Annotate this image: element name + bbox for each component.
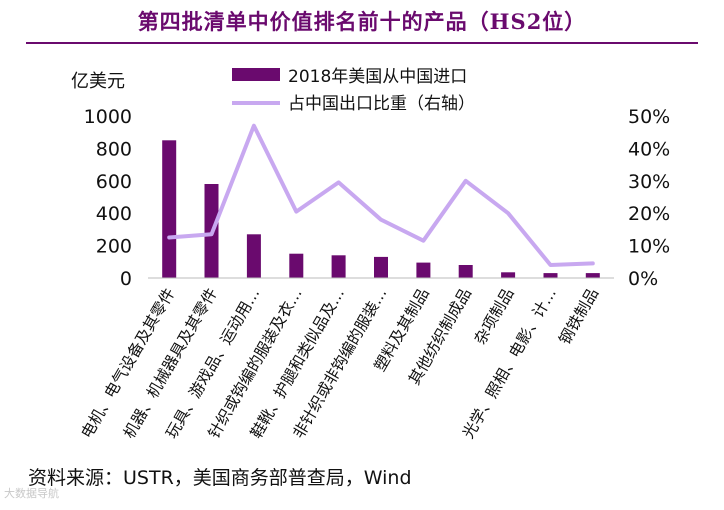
right-tick-label-5: 50% (628, 106, 670, 128)
left-tick-label-1: 200 (96, 236, 132, 258)
right-tick-label-4: 40% (628, 138, 670, 160)
right-tick-label-1: 10% (628, 236, 670, 258)
left-tick-label-0: 0 (120, 268, 132, 290)
legend-bar-label: 2018年美国从中国进口 (288, 67, 467, 87)
source-note: 资料来源：USTR，美国商务部普查局，Wind (28, 467, 412, 489)
share-line (167, 123, 595, 267)
left-tick-label-2: 400 (96, 203, 132, 225)
category-label-8: 杂项制品 (471, 285, 518, 348)
bar-10 (585, 273, 600, 278)
left-tick-label-3: 600 (96, 171, 132, 193)
bar-0 (162, 140, 177, 278)
legend-bar-swatch (232, 68, 280, 81)
legend-line-label: 占中国出口比重（右轴） (288, 94, 475, 114)
right-tick-label-2: 20% (628, 203, 670, 225)
chart-title: 第四批清单中价值排名前十的产品（HS2位） (137, 9, 587, 34)
right-tick-label-0: 0% (628, 268, 658, 290)
bar-2 (246, 234, 261, 278)
right-tick-label-3: 30% (628, 171, 670, 193)
category-label-9: 光学、照相、电影、计… (459, 285, 560, 442)
bar-7 (458, 265, 473, 278)
title-divider (26, 42, 698, 44)
bar-5 (374, 256, 388, 278)
bar-9 (543, 273, 558, 278)
left-tick-label-5: 1000 (84, 106, 132, 128)
bar-3 (289, 253, 304, 278)
bar-8 (501, 272, 516, 278)
category-label-10: 钢铁制品 (556, 285, 603, 348)
bar-4 (331, 255, 346, 278)
watermark-text: 大数据导航 (4, 487, 59, 500)
left-axis-unit: 亿美元 (71, 71, 125, 92)
bar-6 (416, 262, 431, 278)
left-tick-label-4: 800 (96, 138, 132, 160)
